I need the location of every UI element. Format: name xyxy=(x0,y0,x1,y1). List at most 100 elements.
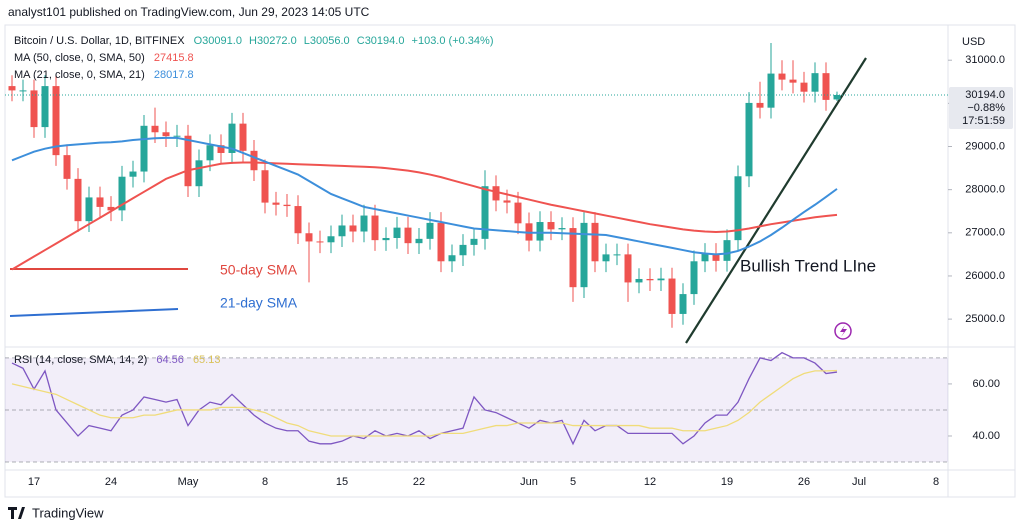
candle-body xyxy=(74,178,82,222)
event-icon-bolt xyxy=(840,325,847,337)
candle-body xyxy=(657,278,665,281)
rsi-y-tick-label: 40.00 xyxy=(972,430,1000,442)
candle-body xyxy=(360,215,368,232)
candle-body xyxy=(745,102,753,177)
x-tick-label: 8 xyxy=(933,476,939,488)
legend-ma21: MA (21, close, 0, SMA, 21) 28017.8 xyxy=(14,69,194,81)
open-label: O30091.0 xyxy=(194,35,242,47)
candle-body xyxy=(250,150,258,171)
x-tick-label: 26 xyxy=(798,476,810,488)
ma21-value: 28017.8 xyxy=(154,69,194,81)
candle-body xyxy=(173,135,181,137)
chart-frame xyxy=(4,24,1016,498)
candle-body xyxy=(767,73,775,108)
candle-body xyxy=(679,294,687,314)
x-tick-label: 8 xyxy=(262,476,268,488)
high-label: H30272.0 xyxy=(249,35,297,47)
candle-body xyxy=(734,176,742,241)
candle-body xyxy=(811,73,819,92)
candle-body xyxy=(30,90,38,128)
candle-body xyxy=(591,222,599,262)
candle-body xyxy=(8,86,16,91)
candle-body xyxy=(723,240,731,261)
ma50-name: MA (50, close, 0, SMA, 50) xyxy=(14,52,145,64)
candle-body xyxy=(41,86,49,128)
rsi-sma-value: 65.13 xyxy=(193,354,221,366)
sma50-annotation: 50-day SMA xyxy=(220,262,298,278)
candle-body xyxy=(294,206,302,234)
candle-body xyxy=(316,241,324,243)
candle-body xyxy=(712,253,720,261)
candle-body xyxy=(206,145,214,161)
candle-body xyxy=(778,73,786,80)
y-tick-label: 26000.0 xyxy=(965,270,1005,282)
candle-body xyxy=(646,278,654,281)
legend-line: Bitcoin / U.S. Dollar, 1D, BITFINEX O300… xyxy=(14,35,493,47)
candle-body xyxy=(789,79,797,83)
candle-body xyxy=(118,176,126,211)
footer-brand: TradingView xyxy=(32,505,104,520)
candle-body xyxy=(129,171,137,177)
candle-body xyxy=(602,254,610,262)
candle-body xyxy=(371,215,379,241)
last-price-label: 30194.0 xyxy=(965,89,1005,101)
rsi-y-tick-label: 60.00 xyxy=(972,378,1000,390)
x-tick-label: Jun xyxy=(520,476,538,488)
sma21-callout-line xyxy=(9,308,179,317)
y-tick-label: 27000.0 xyxy=(965,227,1005,239)
y-tick-label: 28000.0 xyxy=(965,184,1005,196)
candle-body xyxy=(393,227,401,238)
candle-body xyxy=(96,197,104,207)
candle-body xyxy=(470,238,478,245)
x-tick-label: 22 xyxy=(413,476,425,488)
ma-line xyxy=(11,161,838,271)
candle-body xyxy=(63,155,71,179)
footer-logo xyxy=(8,507,25,519)
candle-body xyxy=(536,222,544,241)
candle-body xyxy=(426,222,434,239)
candle-body xyxy=(580,222,588,288)
publisher-line: analyst101 published on TradingView.com,… xyxy=(8,5,370,19)
symbol-name: Bitcoin / U.S. Dollar, 1D, BITFINEX xyxy=(14,35,185,47)
rsi-value: 64.56 xyxy=(156,354,184,366)
candle-body xyxy=(404,227,412,244)
candle-body xyxy=(514,202,522,224)
candle-body xyxy=(415,238,423,244)
candle-body xyxy=(261,170,269,203)
change-label: +103.0 (+0.34%) xyxy=(412,35,494,47)
candle-body xyxy=(800,82,808,92)
x-tick-label: 17 xyxy=(28,476,40,488)
x-tick-label: Jul xyxy=(852,476,866,488)
legend-ma50: MA (50, close, 0, SMA, 50) 27415.8 xyxy=(14,52,194,64)
candle-body xyxy=(305,233,313,242)
ma21-name: MA (21, close, 0, SMA, 21) xyxy=(14,69,145,81)
candle-body xyxy=(19,90,27,92)
candle-body xyxy=(195,160,203,187)
candle-body xyxy=(459,244,467,256)
candle-body xyxy=(184,135,192,187)
x-tick-label: 15 xyxy=(336,476,348,488)
candle-body xyxy=(690,261,698,295)
y-tick-label: 29000.0 xyxy=(965,140,1005,152)
candle-body xyxy=(624,254,632,283)
candle-body xyxy=(382,237,390,241)
candle-body xyxy=(558,228,566,230)
y-tick-label: 31000.0 xyxy=(965,54,1005,66)
rsi-line xyxy=(11,351,838,446)
legend-rsi: RSI (14, close, SMA, 14, 2) 64.56 65.13 xyxy=(14,354,220,366)
candle-body xyxy=(151,125,159,133)
candle-body xyxy=(52,86,60,156)
candle-body xyxy=(239,123,247,151)
x-tick-label: 24 xyxy=(105,476,117,488)
event-icon[interactable] xyxy=(834,322,852,340)
close-label: C30194.0 xyxy=(357,35,405,47)
candle-body xyxy=(701,253,709,262)
candle-body xyxy=(338,225,346,237)
bar-countdown: 17:51:59 xyxy=(962,115,1005,127)
candle-body xyxy=(481,186,489,239)
last-price-tag xyxy=(949,86,1013,129)
ma50-value: 27415.8 xyxy=(154,52,194,64)
rsi-line xyxy=(11,369,838,437)
